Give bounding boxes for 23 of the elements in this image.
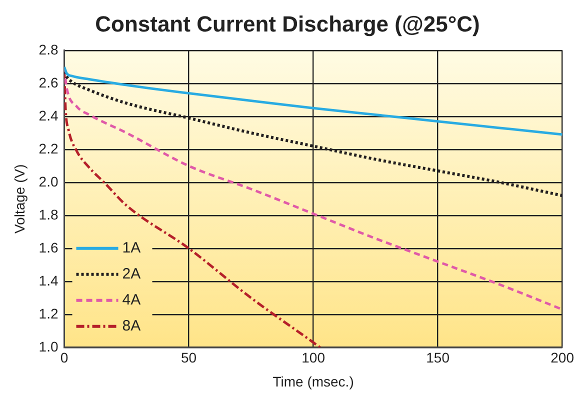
y-tick-label: 2.0: [38, 173, 58, 190]
y-tick-label: 1.6: [38, 239, 58, 256]
x-tick-label: 150: [426, 350, 450, 366]
x-axis-title: Time (msec.): [272, 373, 354, 390]
y-tick-label: 2.8: [38, 41, 58, 58]
x-tick-label: 100: [302, 350, 326, 366]
y-axis-title: Voltage (V): [11, 164, 28, 234]
legend-label: 1A: [122, 240, 141, 257]
line-series: [64, 66, 562, 136]
chart-title: Constant Current Discharge (@25°C): [95, 11, 480, 36]
y-tick-label: 2.2: [38, 140, 58, 156]
y-tick-label: 2.6: [38, 74, 58, 90]
x-tick-label: 0: [60, 350, 68, 366]
y-tick-label: 1.0: [38, 338, 58, 354]
y-tick-label: 1.8: [38, 206, 58, 222]
legend-label: 8A: [122, 318, 141, 335]
legend-label: 4A: [122, 292, 141, 309]
y-tick-label: 1.2: [38, 305, 58, 322]
x-tick-label: 200: [550, 350, 574, 366]
y-tick-label: 1.4: [38, 272, 58, 288]
y-tick-label: 2.4: [38, 107, 58, 124]
x-tick-label: 50: [180, 350, 197, 366]
legend-label: 2A: [122, 266, 141, 283]
